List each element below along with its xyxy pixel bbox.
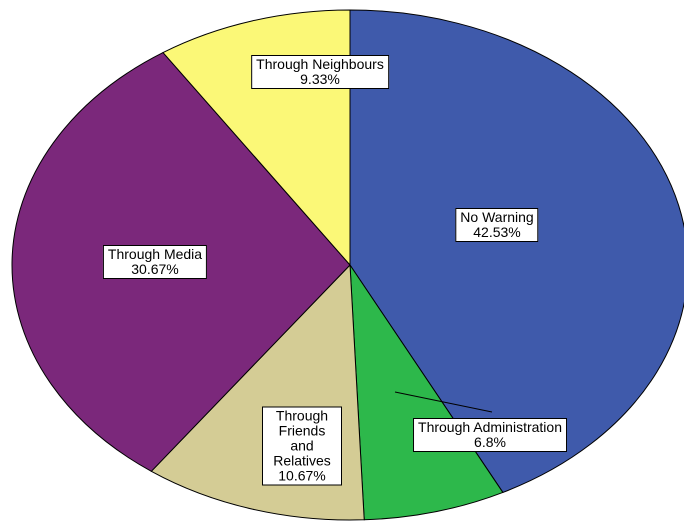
slice-label: Through Neighbours 9.33% [251, 55, 389, 89]
slice-label: Through Administration 6.8% [413, 418, 567, 452]
category-label: No Warning [460, 209, 534, 225]
category-label: Through Friends and Relatives [273, 407, 331, 469]
value-label: 10.67% [278, 467, 326, 484]
leader-line [394, 391, 493, 413]
category-label: Through Neighbours [256, 56, 384, 72]
pie-slice [349, 263, 504, 521]
slice-label: Through Media 30.67% [102, 245, 208, 279]
value-label: 9.33% [300, 71, 340, 87]
slice-label: No Warning 42.53% [455, 208, 539, 242]
category-label: Through Media [107, 246, 203, 262]
slice-label: Through Friends and Relatives 10.67% [262, 406, 342, 486]
category-label: Through Administration [418, 419, 562, 435]
pie-slice [349, 9, 684, 494]
value-label: 42.53% [473, 224, 521, 240]
value-label: 30.67% [131, 261, 179, 277]
value-label: 6.8% [474, 434, 506, 450]
